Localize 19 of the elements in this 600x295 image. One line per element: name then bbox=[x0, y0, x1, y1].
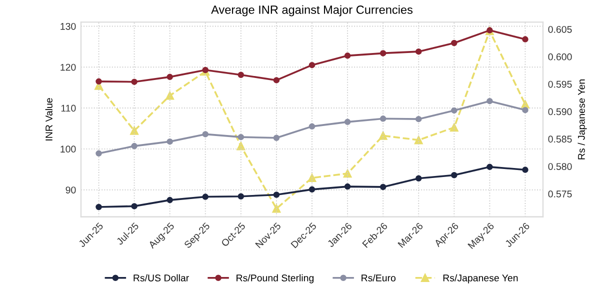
legend-label: Rs/Pound Sterling bbox=[236, 274, 314, 284]
y2-tick-label: 0.585 bbox=[548, 136, 572, 143]
y2-tick-label: 0.590 bbox=[548, 108, 572, 116]
legend-label: Rs/Japanese Yen bbox=[443, 274, 518, 284]
y2-tick-label: 0.580 bbox=[548, 163, 572, 170]
y2-tick-label: 0.600 bbox=[548, 53, 572, 60]
y2-tick-label: 0.575 bbox=[548, 190, 572, 198]
y-axis-title: INR Value bbox=[45, 98, 52, 140]
y2-axis-title: Rs / Japanese Yen bbox=[578, 80, 587, 160]
legend-label: Rs/US Dollar bbox=[134, 274, 189, 282]
y-tick-label: 100 bbox=[60, 146, 76, 153]
y-tick-label: 110 bbox=[61, 104, 76, 112]
legend-label: Rs/Euro bbox=[362, 274, 396, 282]
y-tick-label: 90 bbox=[66, 186, 76, 194]
y2-tick-label: 0.595 bbox=[548, 80, 572, 88]
y-tick-label: 130 bbox=[60, 22, 76, 30]
chart-title: Average INR against Major Currencies bbox=[211, 5, 413, 16]
y-tick-label: 120 bbox=[60, 64, 76, 71]
y2-tick-label: 0.605 bbox=[548, 26, 572, 33]
